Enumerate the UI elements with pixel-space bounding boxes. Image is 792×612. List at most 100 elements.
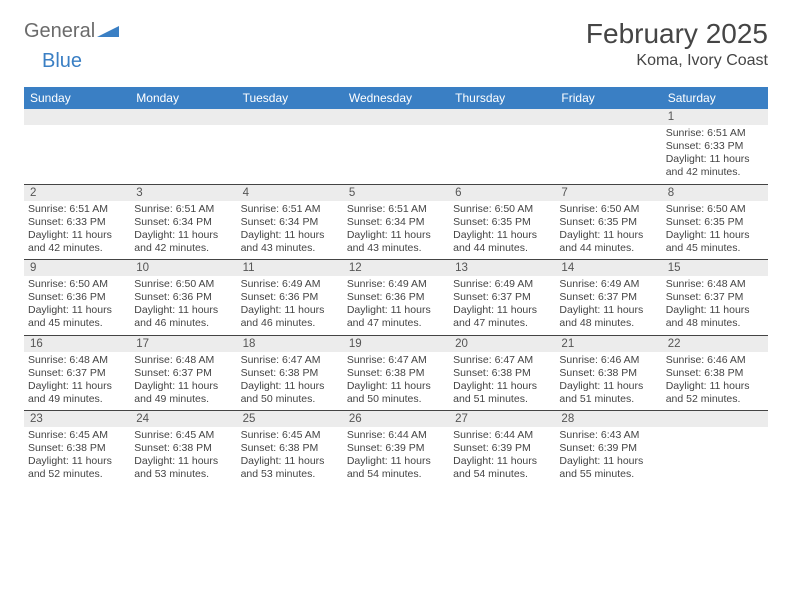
day-cell xyxy=(555,125,661,184)
day-cell: Sunrise: 6:47 AMSunset: 6:38 PMDaylight:… xyxy=(343,352,449,411)
week-wrapper: 9101112131415Sunrise: 6:50 AMSunset: 6:3… xyxy=(24,259,768,335)
day-number: 21 xyxy=(555,336,661,352)
day-cell: Sunrise: 6:46 AMSunset: 6:38 PMDaylight:… xyxy=(555,352,661,411)
day-cell: Sunrise: 6:49 AMSunset: 6:36 PMDaylight:… xyxy=(237,276,343,335)
week-wrapper: 232425262728Sunrise: 6:45 AMSunset: 6:38… xyxy=(24,410,768,486)
day-number: 2 xyxy=(24,185,130,201)
day-number: 12 xyxy=(343,260,449,276)
day-number: 27 xyxy=(449,411,555,427)
day-cell: Sunrise: 6:50 AMSunset: 6:35 PMDaylight:… xyxy=(449,201,555,260)
day-cell: Sunrise: 6:45 AMSunset: 6:38 PMDaylight:… xyxy=(130,427,236,486)
day-number: 24 xyxy=(130,411,236,427)
day-number: 11 xyxy=(237,260,343,276)
day-cell xyxy=(662,427,768,486)
week-wrapper: 1Sunrise: 6:51 AMSunset: 6:33 PMDaylight… xyxy=(24,109,768,184)
day-cell: Sunrise: 6:51 AMSunset: 6:34 PMDaylight:… xyxy=(130,201,236,260)
day-number: 23 xyxy=(24,411,130,427)
day-content-row: Sunrise: 6:51 AMSunset: 6:33 PMDaylight:… xyxy=(24,201,768,260)
day-content-row: Sunrise: 6:48 AMSunset: 6:37 PMDaylight:… xyxy=(24,352,768,411)
day-number: 26 xyxy=(343,411,449,427)
weekday-header-row: Sunday Monday Tuesday Wednesday Thursday… xyxy=(24,87,768,109)
daynum-strip-row: 16171819202122 xyxy=(24,336,768,352)
logo-text: General Blue xyxy=(24,20,119,73)
day-number: 15 xyxy=(662,260,768,276)
daynum-strip-row: 2345678 xyxy=(24,185,768,201)
weekday-header: Thursday xyxy=(449,87,555,109)
day-cell: Sunrise: 6:48 AMSunset: 6:37 PMDaylight:… xyxy=(662,276,768,335)
day-cell: Sunrise: 6:48 AMSunset: 6:37 PMDaylight:… xyxy=(130,352,236,411)
day-number: 25 xyxy=(237,411,343,427)
day-number xyxy=(237,109,343,125)
day-cell xyxy=(24,125,130,184)
day-number: 28 xyxy=(555,411,661,427)
day-content-row: Sunrise: 6:50 AMSunset: 6:36 PMDaylight:… xyxy=(24,276,768,335)
day-number: 17 xyxy=(130,336,236,352)
day-number: 7 xyxy=(555,185,661,201)
daynum-strip-row: 232425262728 xyxy=(24,411,768,427)
day-cell xyxy=(237,125,343,184)
day-cell: Sunrise: 6:46 AMSunset: 6:38 PMDaylight:… xyxy=(662,352,768,411)
day-cell: Sunrise: 6:44 AMSunset: 6:39 PMDaylight:… xyxy=(449,427,555,486)
brand-word2: Blue xyxy=(42,50,82,72)
day-cell xyxy=(343,125,449,184)
day-cell xyxy=(449,125,555,184)
calendar-grid: Sunday Monday Tuesday Wednesday Thursday… xyxy=(24,87,768,486)
day-cell: Sunrise: 6:51 AMSunset: 6:33 PMDaylight:… xyxy=(24,201,130,260)
day-cell: Sunrise: 6:50 AMSunset: 6:36 PMDaylight:… xyxy=(24,276,130,335)
location-label: Koma, Ivory Coast xyxy=(586,52,768,70)
day-cell: Sunrise: 6:45 AMSunset: 6:38 PMDaylight:… xyxy=(24,427,130,486)
day-number: 18 xyxy=(237,336,343,352)
day-content-row: Sunrise: 6:45 AMSunset: 6:38 PMDaylight:… xyxy=(24,427,768,486)
brand-word1: General xyxy=(24,20,95,42)
day-number: 22 xyxy=(662,336,768,352)
week-wrapper: 16171819202122Sunrise: 6:48 AMSunset: 6:… xyxy=(24,335,768,411)
calendar-page: General Blue February 2025 Koma, Ivory C… xyxy=(0,0,792,486)
weekday-header: Tuesday xyxy=(237,87,343,109)
weeks-container: 1Sunrise: 6:51 AMSunset: 6:33 PMDaylight… xyxy=(24,109,768,486)
day-cell: Sunrise: 6:49 AMSunset: 6:37 PMDaylight:… xyxy=(555,276,661,335)
day-content-row: Sunrise: 6:51 AMSunset: 6:33 PMDaylight:… xyxy=(24,125,768,184)
day-cell: Sunrise: 6:48 AMSunset: 6:37 PMDaylight:… xyxy=(24,352,130,411)
day-number xyxy=(449,109,555,125)
month-title: February 2025 xyxy=(586,18,768,50)
day-number: 14 xyxy=(555,260,661,276)
weekday-header: Saturday xyxy=(662,87,768,109)
day-number: 16 xyxy=(24,336,130,352)
day-number xyxy=(662,411,768,427)
day-cell: Sunrise: 6:51 AMSunset: 6:33 PMDaylight:… xyxy=(662,125,768,184)
day-cell: Sunrise: 6:50 AMSunset: 6:35 PMDaylight:… xyxy=(662,201,768,260)
brand-logo: General Blue xyxy=(24,18,119,73)
daynum-strip-row: 9101112131415 xyxy=(24,260,768,276)
daynum-strip-row: 1 xyxy=(24,109,768,125)
day-number: 10 xyxy=(130,260,236,276)
day-number xyxy=(24,109,130,125)
day-cell: Sunrise: 6:47 AMSunset: 6:38 PMDaylight:… xyxy=(449,352,555,411)
day-cell: Sunrise: 6:49 AMSunset: 6:36 PMDaylight:… xyxy=(343,276,449,335)
page-header: General Blue February 2025 Koma, Ivory C… xyxy=(24,18,768,73)
day-number: 19 xyxy=(343,336,449,352)
day-number xyxy=(555,109,661,125)
day-cell: Sunrise: 6:49 AMSunset: 6:37 PMDaylight:… xyxy=(449,276,555,335)
day-number: 13 xyxy=(449,260,555,276)
day-cell: Sunrise: 6:50 AMSunset: 6:35 PMDaylight:… xyxy=(555,201,661,260)
day-number: 1 xyxy=(662,109,768,125)
day-number: 20 xyxy=(449,336,555,352)
day-number: 4 xyxy=(237,185,343,201)
day-cell: Sunrise: 6:45 AMSunset: 6:38 PMDaylight:… xyxy=(237,427,343,486)
day-number: 6 xyxy=(449,185,555,201)
day-number xyxy=(130,109,236,125)
weekday-header: Friday xyxy=(555,87,661,109)
day-number: 8 xyxy=(662,185,768,201)
day-cell: Sunrise: 6:51 AMSunset: 6:34 PMDaylight:… xyxy=(343,201,449,260)
day-cell: Sunrise: 6:44 AMSunset: 6:39 PMDaylight:… xyxy=(343,427,449,486)
day-number: 3 xyxy=(130,185,236,201)
title-block: February 2025 Koma, Ivory Coast xyxy=(586,18,768,70)
day-cell xyxy=(130,125,236,184)
day-cell: Sunrise: 6:50 AMSunset: 6:36 PMDaylight:… xyxy=(130,276,236,335)
day-number xyxy=(343,109,449,125)
day-number: 9 xyxy=(24,260,130,276)
day-cell: Sunrise: 6:47 AMSunset: 6:38 PMDaylight:… xyxy=(237,352,343,411)
day-number: 5 xyxy=(343,185,449,201)
day-cell: Sunrise: 6:51 AMSunset: 6:34 PMDaylight:… xyxy=(237,201,343,260)
week-wrapper: 2345678Sunrise: 6:51 AMSunset: 6:33 PMDa… xyxy=(24,184,768,260)
